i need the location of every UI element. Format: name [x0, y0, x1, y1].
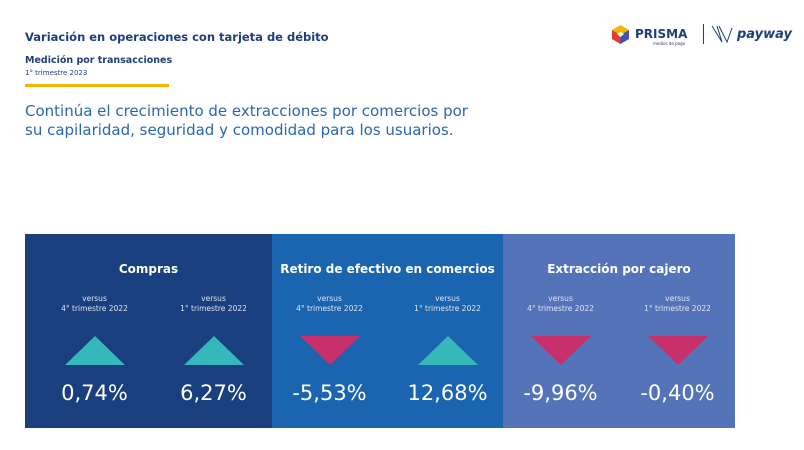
metric: versus 4° trimestre 2022 0,74% [61, 294, 128, 405]
payway-mark-icon [711, 25, 733, 44]
logo-separator [703, 24, 704, 44]
arrow-up-icon [417, 336, 478, 365]
payway-logo: payway [711, 22, 792, 46]
period-label: 1° trimestre 2023 [25, 69, 88, 77]
metric: versus 1° trimestre 2022 -0,40% [640, 294, 715, 405]
panel-compras: Compras versus 4° trimestre 2022 0,74% ve… [25, 234, 272, 428]
panel-title: Compras [118, 262, 179, 276]
page-subtitle: Medición por transacciones [25, 55, 173, 66]
accent-divider [25, 84, 169, 87]
metric: versus 4° trimestre 2022 -9,96% [523, 294, 598, 405]
metric: versus 1° trimestre 2022 12,68% [407, 294, 488, 405]
metrics-panels: Compras versus 4° trimestre 2022 0,74% ve… [25, 234, 735, 428]
arrow-up-icon [183, 336, 244, 365]
arrow-down-icon [299, 336, 360, 365]
panel-retiro: Retiro de efectivo en comercios versus 4°… [272, 234, 503, 428]
prisma-logo: PRISMA medios de pago [612, 22, 687, 46]
lead-text: Continúa el crecimiento de extracciones … [25, 102, 468, 139]
arrow-down-icon [647, 336, 708, 365]
arrow-up-icon [64, 336, 125, 365]
panel-title: Retiro de efectivo en comercios [280, 262, 495, 276]
panel-cajero: Extracción por cajero versus 4° trimestre… [503, 234, 735, 428]
arrow-down-icon [530, 336, 591, 365]
page-title: Variación en operaciones con tarjeta de … [25, 30, 329, 44]
panel-title: Extracción por cajero [547, 262, 691, 276]
metric: versus 1° trimestre 2022 6,27% [180, 294, 247, 405]
prisma-mark-icon [612, 24, 629, 44]
metric: versus 4° trimestre 2022 -5,53% [292, 294, 367, 405]
